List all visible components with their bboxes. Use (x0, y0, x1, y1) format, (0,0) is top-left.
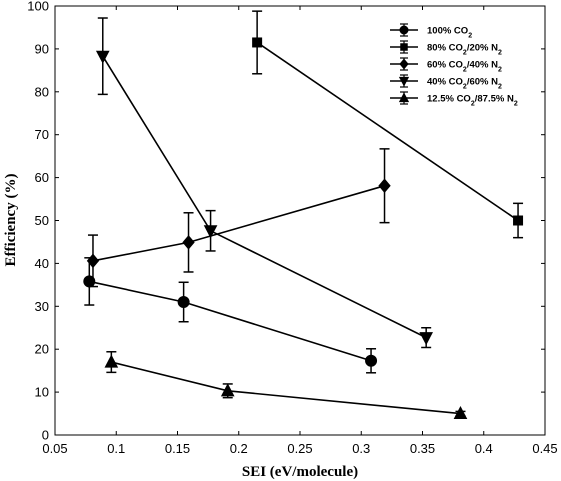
series-5 (104, 351, 468, 420)
data-point (182, 235, 195, 250)
x-tick-label: 0.45 (532, 441, 557, 456)
legend: 100% CO2 80% CO2/20% N2 60% CO2/40% N2 40% … (390, 23, 518, 108)
legend-label: 80% CO2/20% N2 (427, 43, 502, 57)
y-tick-label: 70 (35, 127, 49, 142)
legend-label: 100% CO2 (427, 26, 472, 40)
legend-marker (400, 43, 408, 51)
x-tick-label: 0.4 (475, 441, 493, 456)
y-tick-label: 100 (27, 0, 49, 14)
series-4 (95, 17, 433, 349)
data-point (513, 215, 524, 226)
data-point (453, 405, 468, 420)
data-point (86, 253, 100, 269)
x-tick-label: 0.35 (410, 441, 435, 456)
x-tick-label: 0.2 (230, 441, 248, 456)
data-point (378, 178, 391, 194)
legend-label: 12.5% CO2/87.5% N2 (427, 94, 518, 108)
data-point (252, 37, 263, 48)
legend-item: 40% CO2/60% N2 (390, 74, 502, 91)
legend-marker (399, 25, 409, 35)
legend-item: 100% CO2 (390, 23, 472, 40)
data-point (365, 354, 378, 367)
legend-label: 60% CO2/40% N2 (427, 60, 502, 74)
ticks: 0.05 0.1 0.15 0.2 0.25 0.3 0.35 0.4 0.45 0 10 20 30 4… (27, 0, 557, 456)
series-3 (86, 148, 391, 288)
legend-item: 60% CO2/40% N2 (390, 57, 502, 74)
plot-area (55, 6, 545, 435)
series-group (83, 10, 524, 420)
legend-label: 40% CO2/60% N2 (427, 77, 502, 91)
data-point (104, 354, 119, 368)
y-tick-label: 20 (35, 342, 49, 357)
y-tick-label: 40 (35, 256, 49, 271)
data-point (203, 225, 218, 239)
legend-marker (398, 92, 410, 103)
data-point (419, 332, 433, 346)
y-tick-label: 50 (35, 213, 49, 228)
x-tick-label: 0.15 (165, 441, 190, 456)
y-tick-label: 0 (42, 428, 49, 443)
y-tick-label: 30 (35, 299, 49, 314)
data-point (177, 296, 190, 309)
series-1 (83, 257, 378, 374)
y-tick-label: 60 (35, 170, 49, 185)
x-tick-label: 0.25 (287, 441, 312, 456)
legend-item: 80% CO2/20% N2 (390, 40, 502, 57)
y-tick-label: 10 (35, 385, 49, 400)
x-tick-label: 0.05 (42, 441, 67, 456)
series-2 (252, 10, 524, 239)
y-tick-label: 80 (35, 84, 49, 99)
legend-item: 12.5% CO2/87.5% N2 (390, 91, 518, 108)
x-tick-label: 0.1 (107, 441, 125, 456)
data-point (220, 383, 235, 397)
x-tick-label: 0.3 (352, 441, 370, 456)
y-tick-label: 90 (35, 41, 49, 56)
series-line (256, 41, 519, 222)
legend-marker (399, 58, 409, 70)
x-axis-label: SEI (eV/molecule) (242, 464, 358, 480)
data-point (95, 50, 110, 64)
y-axis-label: Efficiency (%) (3, 174, 19, 267)
legend-marker (398, 76, 410, 87)
